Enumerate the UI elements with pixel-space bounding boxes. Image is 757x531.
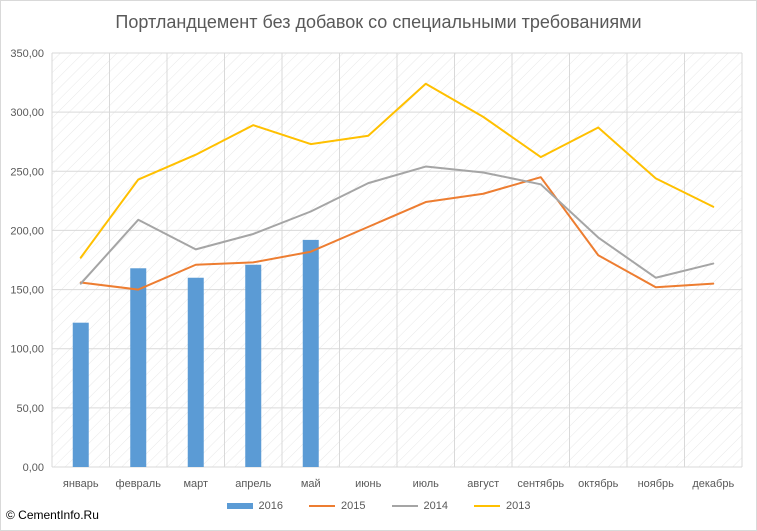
x-tick-label: май xyxy=(301,478,321,490)
y-tick-label: 100,00 xyxy=(10,344,44,356)
legend-item-2016: 2016 xyxy=(226,500,284,512)
legend-swatch xyxy=(226,503,253,509)
y-tick-label: 350,00 xyxy=(10,48,44,60)
legend-swatch xyxy=(309,505,336,507)
x-tick-label: сентябрь xyxy=(517,478,564,490)
x-tick-label: февраль xyxy=(116,478,162,490)
legend-label: 2015 xyxy=(341,500,366,512)
x-tick-label: декабрь xyxy=(692,478,734,490)
legend-item-2014: 2014 xyxy=(391,500,448,512)
x-tick-label: октябрь xyxy=(578,478,618,490)
bar-2016 xyxy=(245,264,262,467)
y-tick-label: 250,00 xyxy=(10,166,44,178)
legend-swatch xyxy=(391,505,418,507)
y-tick-label: 150,00 xyxy=(10,285,44,297)
x-tick-label: апрель xyxy=(235,478,271,490)
series-line-2013 xyxy=(79,82,715,259)
x-tick-label: август xyxy=(467,478,499,490)
bar-2016 xyxy=(130,268,147,467)
x-tick-label: март xyxy=(183,478,208,490)
x-tick-label: январь xyxy=(63,478,99,490)
x-tick-label: июль xyxy=(413,478,440,490)
series-line-2015 xyxy=(79,176,715,291)
legend-label: 2016 xyxy=(258,500,284,512)
bar-2016 xyxy=(187,277,204,467)
legend-label: 2014 xyxy=(423,500,448,512)
chart-title: Портландцемент без добавок со специальны… xyxy=(115,12,642,32)
legend-item-2013: 2013 xyxy=(473,500,531,512)
legend-swatch xyxy=(473,505,500,507)
y-tick-label: 200,00 xyxy=(10,225,44,237)
copyright-text: © CementInfo.Ru xyxy=(6,508,99,522)
y-tick-label: 50,00 xyxy=(16,403,44,415)
y-tick-label: 300,00 xyxy=(10,107,44,119)
series-line-2014 xyxy=(79,165,715,285)
x-tick-label: ноябрь xyxy=(638,478,675,490)
bar-2016 xyxy=(302,239,319,467)
chart-legend: 2016 2015 2014 2013 xyxy=(0,500,757,512)
legend-label: 2013 xyxy=(505,500,531,512)
legend-item-2015: 2015 xyxy=(309,500,366,512)
y-tick-label: 0,00 xyxy=(23,462,44,474)
bar-2016 xyxy=(72,322,89,467)
x-tick-label: июнь xyxy=(355,478,381,490)
